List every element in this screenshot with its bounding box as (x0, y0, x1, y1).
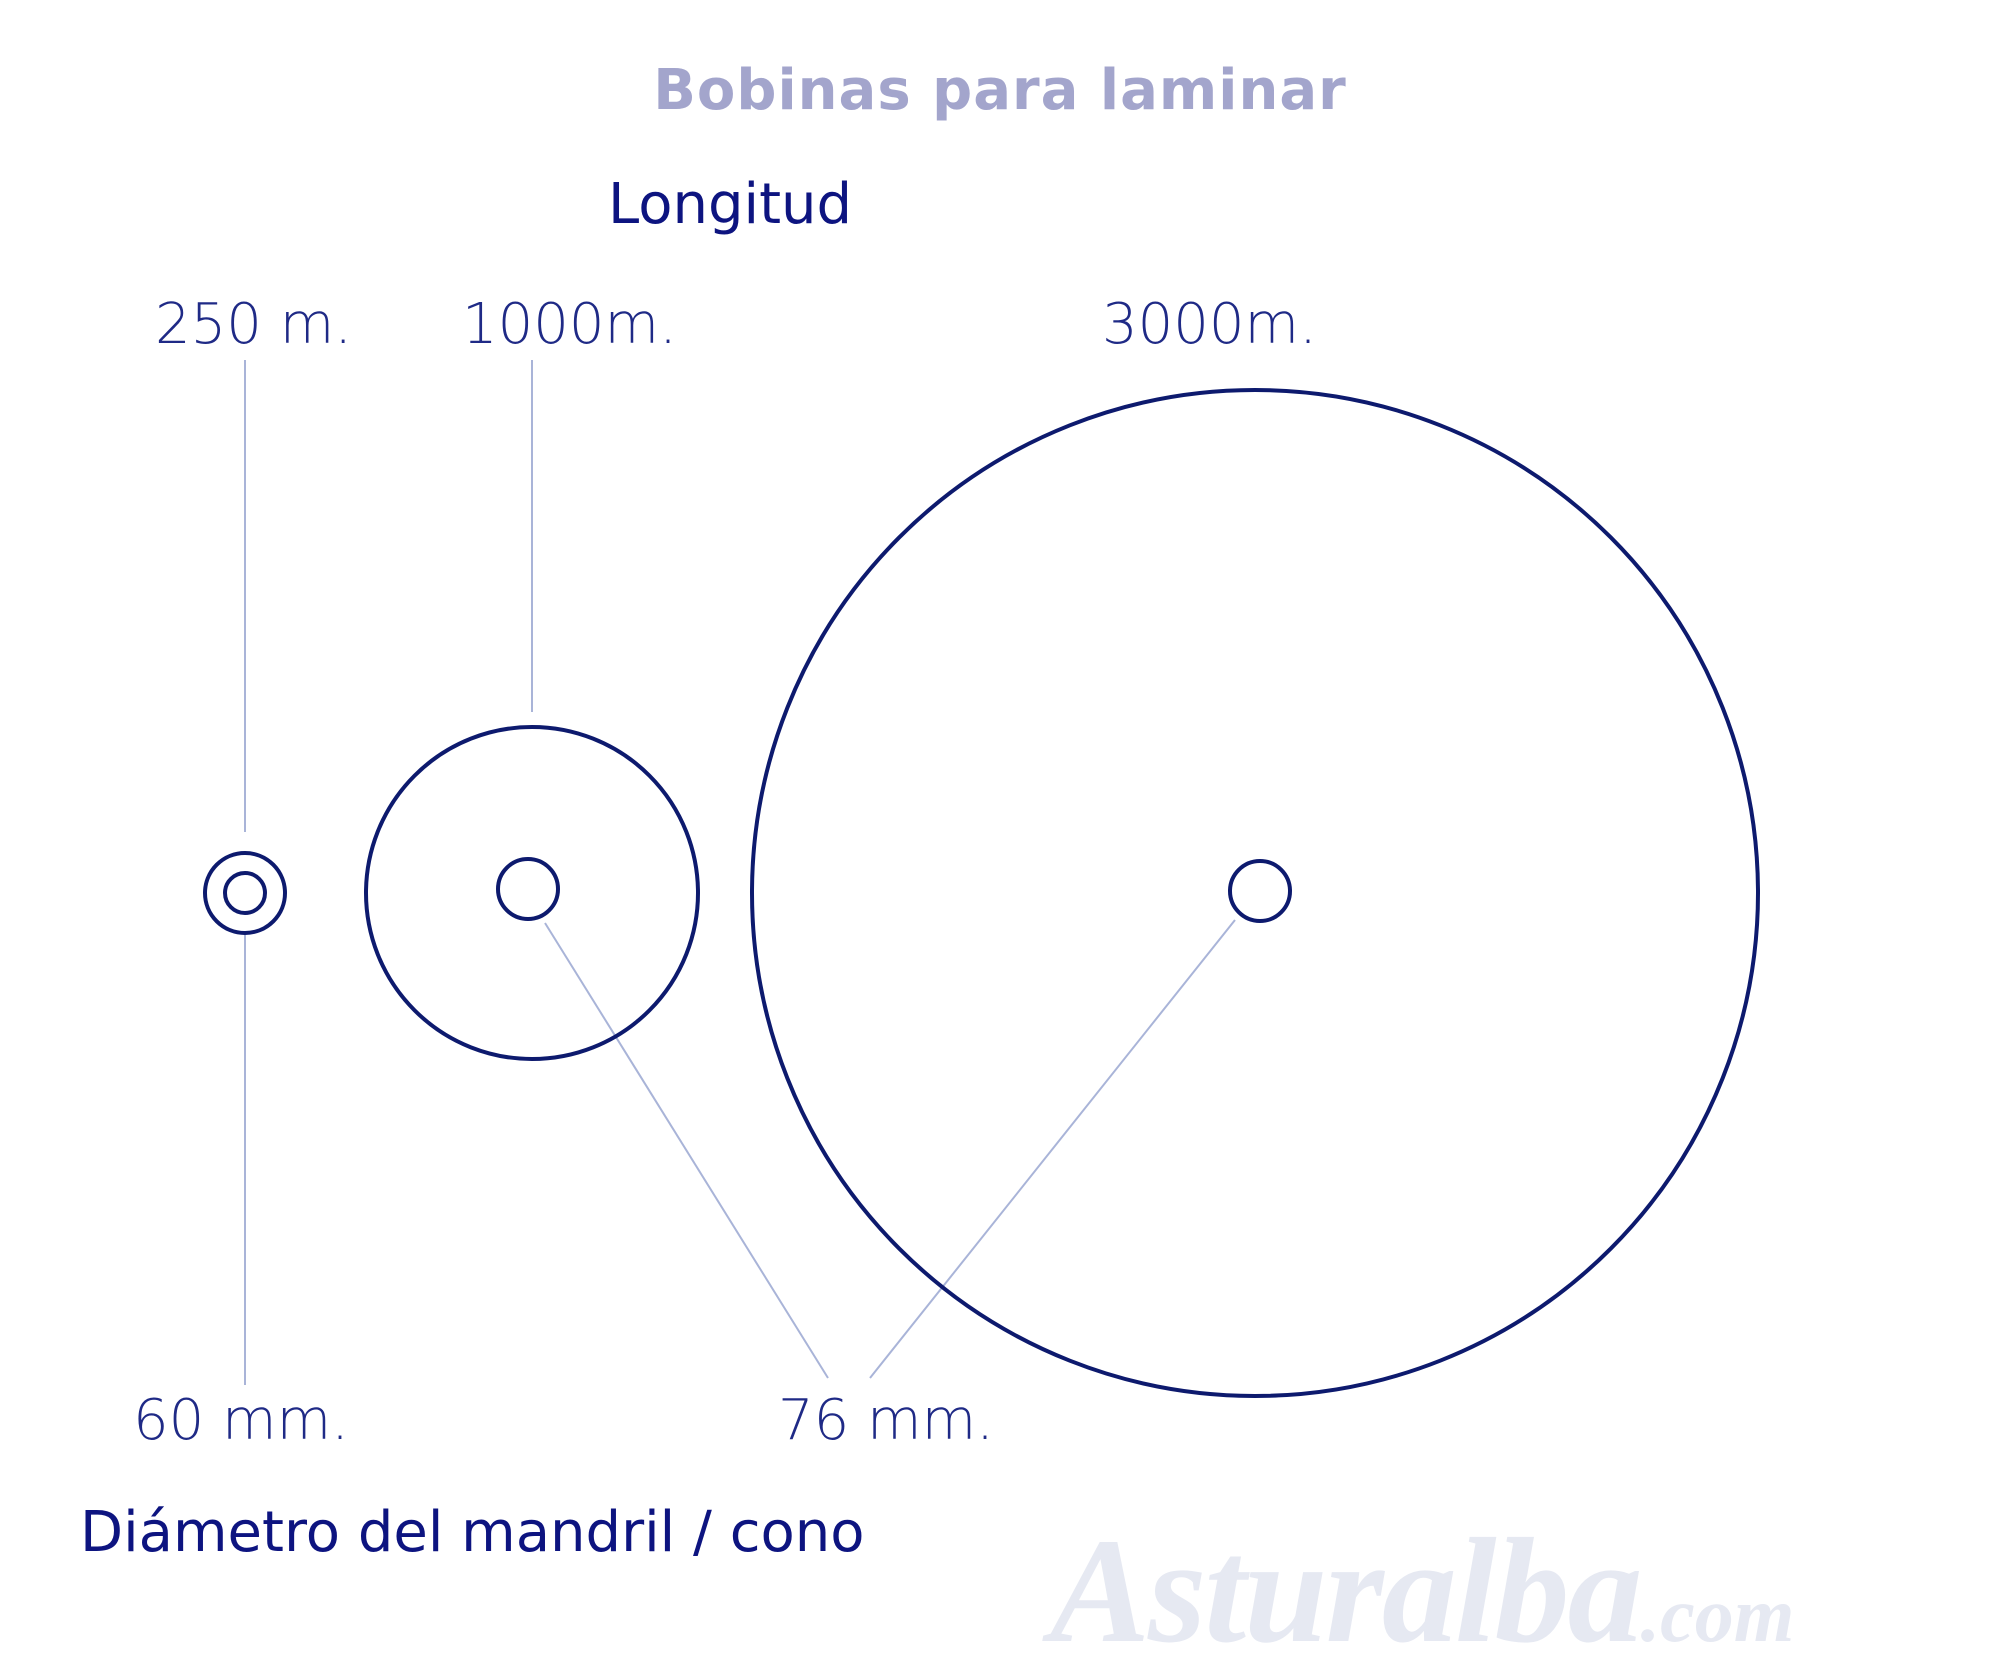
leader-line-76mm-b (869, 919, 1236, 1379)
reel-1000-core (496, 857, 560, 921)
reel-250-outer (203, 851, 287, 935)
brand-watermark: Asturalba.com (1050, 1505, 1794, 1677)
core-label-76mm: 76 mm. (778, 1388, 994, 1453)
core-label-60mm: 60 mm. (133, 1388, 349, 1453)
reel-3000-outer (750, 388, 1760, 1398)
length-label-3000: 3000m. (1102, 292, 1317, 357)
leader-line-76mm-a (544, 922, 829, 1379)
reel-1000-outer (364, 725, 700, 1061)
length-label-250: 250 m. (155, 292, 353, 357)
diagram-title: Bobinas para laminar (653, 58, 1347, 123)
reel-3000-core (1228, 859, 1292, 923)
reel-250-core (223, 871, 267, 915)
core-heading: Diámetro del mandril / cono (80, 1500, 865, 1565)
watermark-main: Asturalba (1050, 1508, 1643, 1674)
length-heading: Longitud (608, 172, 853, 237)
length-label-1000: 1000m. (462, 292, 677, 357)
watermark-suffix: .com (1640, 1571, 1795, 1658)
